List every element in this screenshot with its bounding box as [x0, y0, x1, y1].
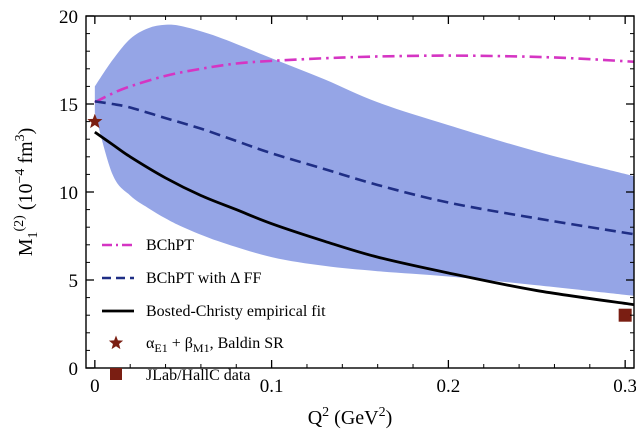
y-tick-label: 0: [69, 359, 79, 380]
legend-item-bchpt: BChPT: [102, 237, 194, 254]
star-marker-icon: [108, 335, 124, 350]
x-tick-label: 0: [90, 376, 100, 397]
legend-item-bchpt-delta-ff: BChPT with Δ FF: [102, 270, 261, 287]
series-line-2: [94, 131, 634, 307]
x-tick-label: 0.2: [437, 376, 461, 397]
legend: BChPT BChPT with Δ FF Bosted-Christy emp…: [102, 237, 326, 384]
series-line-1: [94, 100, 634, 236]
y-tick-label: 15: [59, 95, 78, 116]
x-tick-label: 0.1: [260, 376, 284, 397]
y-tick-label: 20: [59, 7, 78, 28]
svg-text:Bosted-Christy empirical fit: Bosted-Christy empirical fit: [146, 303, 326, 320]
y-tick-label: 10: [59, 183, 78, 204]
legend-item-bosted-christy: Bosted-Christy empirical fit: [102, 303, 326, 320]
svg-text:BChPT with Δ FF: BChPT with Δ FF: [146, 270, 261, 287]
svg-text:JLab/HallC data: JLab/HallC data: [146, 367, 250, 384]
svg-text:αE1 + βM1, Baldin SR: αE1 + βM1, Baldin SR: [146, 335, 284, 355]
uncertainty-band: [94, 24, 634, 296]
series-line-0: [94, 54, 634, 104]
legend-item-jlab: JLab/HallC data: [110, 367, 250, 384]
x-tick-label: 0.3: [613, 376, 636, 397]
data-point-square: [618, 308, 632, 322]
data-point-star: [87, 113, 103, 129]
svg-text:BChPT: BChPT: [146, 237, 194, 254]
y-axis-label: M1(2) (10−4 fm3): [12, 128, 41, 257]
legend-item-baldin-sr: αE1 + βM1, Baldin SR: [108, 335, 284, 355]
square-marker-icon: [110, 368, 122, 380]
x-axis-label: Q2 (GeV2): [308, 405, 393, 429]
y-tick-label: 5: [69, 271, 79, 292]
